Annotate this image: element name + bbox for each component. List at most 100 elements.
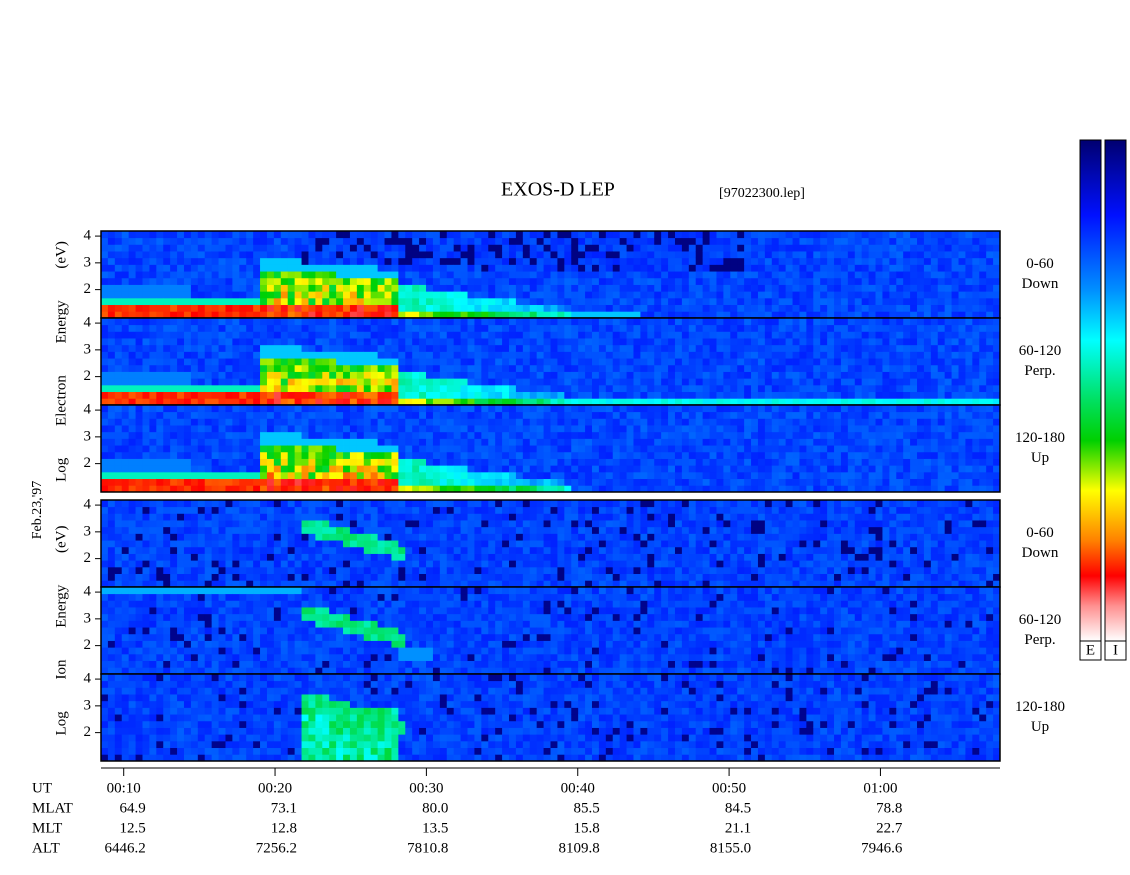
spectrogram-cell	[135, 271, 143, 279]
spectrogram-cell	[529, 338, 538, 346]
spectrogram-cell	[522, 378, 531, 386]
spectrogram-cell	[771, 324, 780, 332]
spectrogram-cell	[412, 237, 420, 245]
spectrogram-cell	[266, 257, 275, 265]
spectrogram-cell	[529, 277, 538, 285]
spectrogram-cell	[349, 445, 358, 453]
spectrogram-cell	[737, 344, 745, 352]
spectrogram-cell	[626, 411, 634, 419]
spectrogram-cell	[785, 425, 793, 433]
spectrogram-cell	[543, 358, 551, 366]
spectrogram-cell	[827, 331, 835, 339]
spectrogram-cell	[571, 351, 579, 359]
spectrogram-cell	[737, 264, 745, 272]
spectrogram-cell	[564, 471, 572, 480]
spectrogram-cell	[861, 431, 870, 439]
spectrogram-cell	[834, 465, 842, 473]
spectrogram-cell	[363, 398, 372, 406]
spectrogram-cell	[329, 244, 337, 252]
spectrogram-cell	[730, 478, 738, 486]
spectrogram-cell	[799, 338, 807, 346]
spectrogram-cell	[799, 264, 807, 272]
spectrogram-cell	[585, 257, 593, 265]
spectrogram-cell	[343, 358, 351, 366]
spectrogram-cell	[930, 351, 939, 359]
spectrogram-cell	[405, 438, 413, 446]
spectrogram-cell	[315, 251, 323, 259]
spectrogram-cell	[702, 311, 710, 319]
spectrogram-cell	[536, 344, 544, 352]
spectrogram-cell	[135, 318, 143, 326]
spectrogram-cell	[384, 297, 392, 306]
spectrogram-cell	[578, 364, 586, 372]
spectrogram-cell	[273, 465, 282, 473]
spectrogram-cell	[253, 431, 261, 439]
spectrogram-cell	[467, 264, 475, 272]
spectrogram-cell	[322, 431, 330, 439]
spectrogram-cell	[716, 384, 724, 393]
spectrogram-cell	[163, 405, 171, 413]
spectrogram-cell	[280, 338, 289, 346]
spectrogram-cell	[840, 465, 849, 473]
spectrogram-cell	[239, 384, 247, 393]
spectrogram-cell	[578, 257, 586, 265]
spectrogram-cell	[384, 257, 392, 265]
spectrogram-cell	[730, 277, 738, 285]
spectrogram-cell	[668, 478, 676, 486]
spectrogram-cell	[170, 264, 178, 272]
spectrogram-cell	[412, 351, 420, 359]
spectrogram-cell	[142, 318, 150, 326]
spectrogram-cell	[702, 391, 710, 399]
spectrogram-cell	[806, 351, 814, 359]
spectrogram-cell	[937, 398, 946, 406]
spectrogram-cell	[764, 478, 773, 486]
spectrogram-cell	[301, 277, 309, 285]
spectrogram-cell	[211, 391, 219, 399]
spectrogram-cell	[564, 431, 572, 439]
spectrogram-cell	[163, 231, 171, 239]
spectrogram-cell	[965, 297, 973, 306]
spectrogram-cell	[771, 405, 780, 413]
spectrogram-cell	[509, 351, 517, 359]
spectrogram-cell	[896, 465, 904, 473]
spectrogram-cell	[744, 271, 752, 279]
spectrogram-cell	[647, 411, 655, 419]
spectrogram-cell	[674, 411, 683, 419]
spectrogram-cell	[536, 378, 544, 386]
spectrogram-cell	[785, 304, 793, 312]
spectrogram-cell	[280, 431, 289, 439]
spectrogram-cell	[509, 384, 517, 393]
spectrogram-cell	[356, 338, 365, 346]
spectrogram-cell	[799, 331, 807, 339]
spectrogram-cell	[412, 358, 420, 366]
spectrogram-cell	[896, 458, 904, 466]
spectrogram-cell	[432, 271, 441, 279]
spectrogram-cell	[101, 284, 109, 292]
spectrogram-cell	[529, 398, 538, 406]
spectrogram-cell	[536, 318, 544, 326]
spectrogram-cell	[412, 271, 420, 279]
spectrogram-cell	[329, 351, 337, 359]
spectrogram-cell	[827, 411, 835, 419]
spectrogram-cell	[356, 425, 365, 433]
spectrogram-cell	[654, 364, 662, 372]
spectrogram-cell	[218, 458, 226, 466]
spectrogram-cell	[356, 458, 365, 466]
spectrogram-cell	[266, 324, 275, 332]
spectrogram-cell	[509, 324, 517, 332]
spectrogram-cell	[730, 431, 738, 439]
spectrogram-cell	[474, 431, 482, 439]
spectrogram-cell	[467, 318, 475, 326]
spectrogram-cell	[329, 237, 337, 245]
spectrogram-cell	[280, 418, 289, 426]
spectrogram-cell	[197, 277, 206, 285]
spectrogram-cell	[702, 371, 710, 379]
spectrogram-cell	[820, 237, 828, 245]
spectrogram-cell	[287, 458, 296, 466]
spectrogram-cell	[121, 451, 130, 459]
spectrogram-cell	[661, 458, 669, 466]
spectrogram-cell	[903, 237, 911, 245]
spectrogram-cell	[923, 398, 932, 406]
spectrogram-cell	[419, 244, 427, 252]
spectrogram-cell	[889, 425, 897, 433]
